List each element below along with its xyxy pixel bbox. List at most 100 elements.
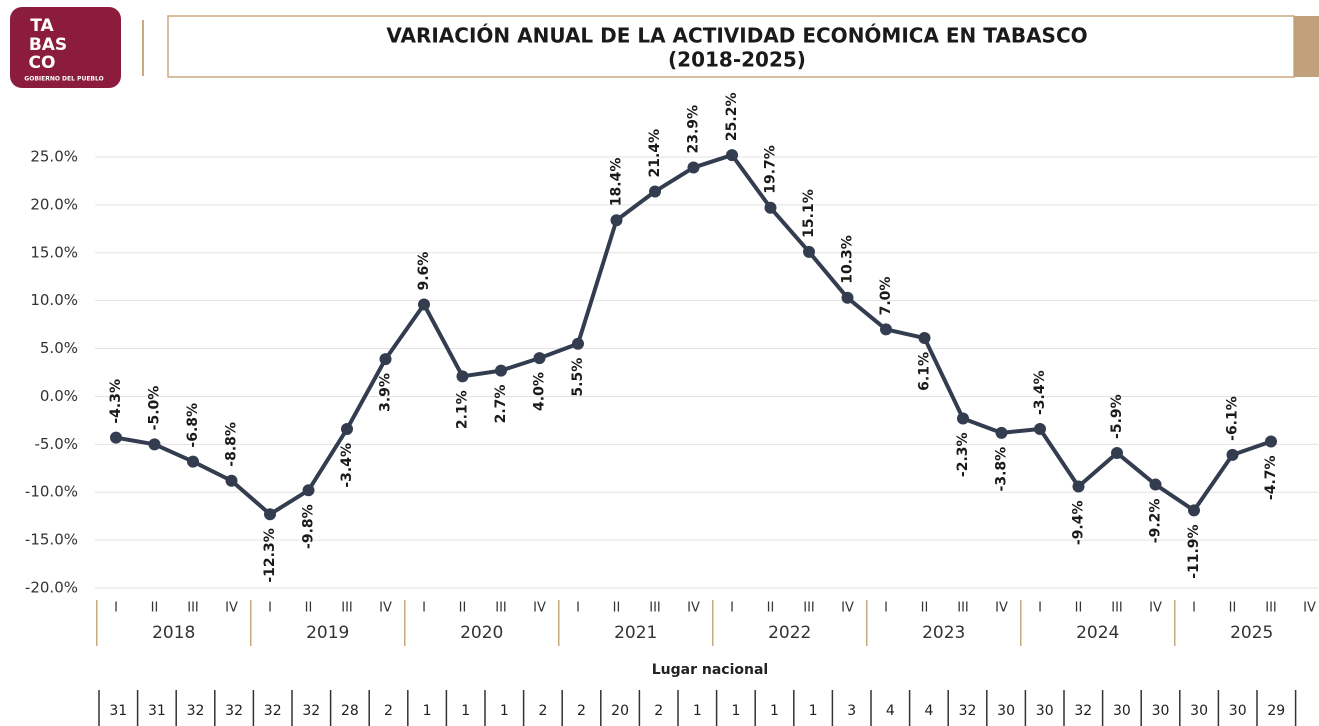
x-tick-label: I: [730, 601, 734, 616]
data-point: [803, 245, 815, 258]
data-point: [225, 474, 238, 487]
rank-value: 32: [187, 703, 205, 719]
data-label: 10.3%: [840, 235, 856, 284]
data-label: 15.1%: [801, 189, 817, 238]
data-point: [1265, 435, 1277, 448]
x-tick-label: I: [884, 601, 888, 616]
header-frame: [167, 15, 1295, 78]
x-tick-label: III: [1111, 601, 1123, 616]
x-tick-label: I: [576, 601, 580, 616]
data-point: [148, 438, 161, 451]
rank-value: 30: [1036, 703, 1054, 719]
header-accent: [1294, 16, 1319, 77]
data-point: [1072, 480, 1085, 493]
data-point: [995, 426, 1008, 439]
data-label: 6.1%: [917, 352, 933, 391]
data-point: [610, 214, 623, 227]
data-point: [1034, 423, 1046, 436]
data-label: 5.5%: [570, 358, 586, 397]
data-label: -6.1%: [1225, 396, 1241, 441]
data-point: [456, 370, 469, 383]
year-label: 2022: [768, 623, 811, 643]
rank-value: 2: [384, 703, 393, 719]
x-tick-label: II: [1075, 601, 1083, 616]
data-point: [110, 431, 122, 444]
data-point: [1226, 448, 1239, 461]
data-label: 21.4%: [647, 129, 663, 178]
rank-value: 32: [302, 703, 320, 719]
rank-value: 32: [264, 703, 282, 719]
data-label: -12.3%: [262, 528, 278, 582]
y-tick-label: -10.0%: [25, 483, 78, 501]
rank-value: 20: [611, 703, 629, 719]
x-tick-label: III: [495, 601, 507, 616]
x-tick-label: I: [1038, 601, 1042, 616]
y-tick-label: 0.0%: [40, 387, 78, 405]
rank-value: 32: [1074, 703, 1092, 719]
year-label: 2018: [152, 623, 195, 643]
rank-value: 1: [693, 703, 702, 719]
logo-text: BAS: [29, 35, 67, 55]
y-tick-label: 5.0%: [40, 339, 78, 357]
x-tick-label: III: [341, 601, 353, 616]
rank-value: 2: [538, 703, 547, 719]
x-tick-label: IV: [1303, 601, 1316, 616]
rank-value: 1: [500, 703, 509, 719]
rank-value: 3: [847, 703, 856, 719]
chart-title: VARIACIÓN ANUAL DE LA ACTIVIDAD ECONÓMIC…: [386, 24, 1087, 48]
data-label: -9.2%: [1148, 499, 1164, 544]
x-tick-label: IV: [225, 601, 238, 616]
data-point: [264, 508, 276, 521]
y-tick-label: 20.0%: [30, 195, 78, 213]
data-point: [341, 423, 353, 436]
year-label: 2023: [922, 623, 965, 643]
data-label: 2.1%: [455, 390, 471, 429]
data-label: -9.4%: [1071, 500, 1087, 545]
data-label: 25.2%: [724, 93, 740, 142]
rank-value: 30: [997, 703, 1015, 719]
x-tick-label: IV: [687, 601, 700, 616]
rank-value: 1: [461, 703, 470, 719]
x-tick-label: IV: [379, 601, 392, 616]
x-tick-label: III: [1265, 601, 1277, 616]
data-label: 23.9%: [686, 105, 702, 154]
data-point: [1188, 504, 1200, 517]
data-label: -4.3%: [108, 379, 124, 424]
data-point: [572, 337, 584, 350]
x-tick-label: II: [613, 601, 621, 616]
x-tick-label: II: [459, 601, 467, 616]
data-point: [1149, 478, 1162, 491]
year-label: 2019: [306, 623, 349, 643]
y-tick-label: 25.0%: [30, 148, 78, 166]
data-label: -5.0%: [147, 386, 163, 431]
data-point: [841, 291, 854, 304]
data-point: [764, 201, 777, 214]
data-label: 3.9%: [378, 373, 394, 412]
rank-value: 1: [770, 703, 779, 719]
rank-value: 30: [1152, 703, 1170, 719]
y-tick-label: -20.0%: [25, 579, 78, 597]
x-tick-label: II: [1229, 601, 1237, 616]
rank-value: 2: [577, 703, 586, 719]
x-tick-label: III: [649, 601, 661, 616]
x-tick-label: I: [268, 601, 272, 616]
data-label: -5.9%: [1109, 394, 1125, 439]
logo-box: [10, 7, 121, 88]
rank-value: 29: [1267, 703, 1285, 719]
rank-value: 1: [731, 703, 740, 719]
data-label: -2.3%: [955, 432, 971, 477]
data-point: [649, 185, 661, 198]
y-tick-label: -15.0%: [25, 531, 78, 549]
data-label: 9.6%: [416, 252, 432, 291]
x-tick-label: IV: [995, 601, 1008, 616]
data-label: -9.8%: [301, 504, 317, 549]
data-point: [418, 298, 430, 311]
x-tick-label: II: [767, 601, 775, 616]
data-label: -11.9%: [1186, 524, 1202, 578]
year-label: 2020: [460, 623, 503, 643]
year-label: 2025: [1230, 623, 1273, 643]
data-point: [1111, 446, 1123, 459]
data-label: 18.4%: [609, 158, 625, 207]
data-label: -3.4%: [339, 443, 355, 488]
